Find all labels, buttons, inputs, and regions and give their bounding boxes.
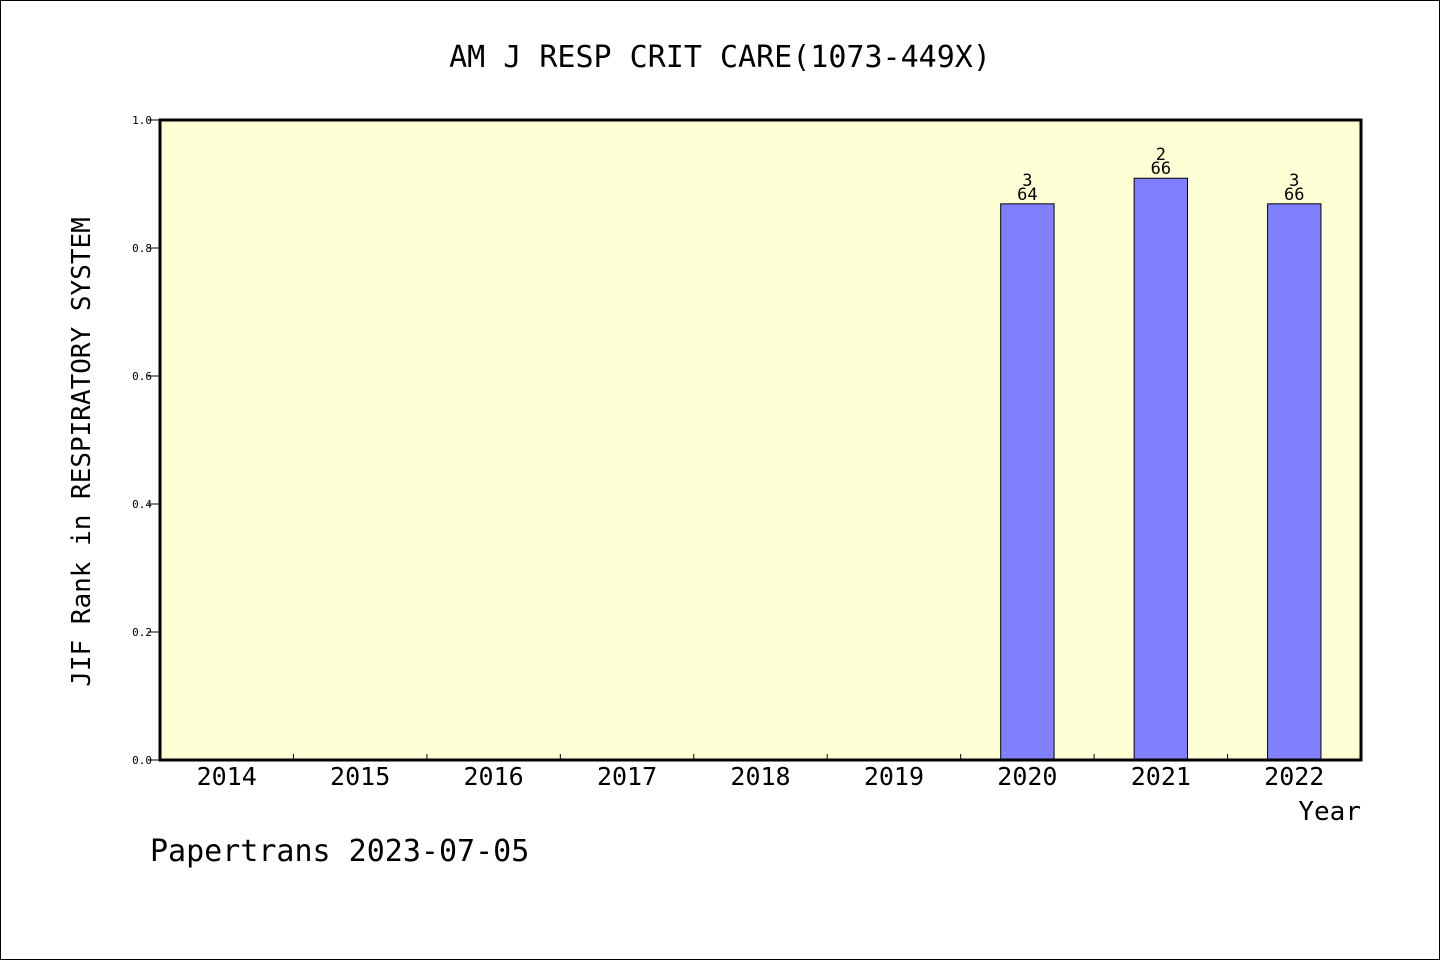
bar-rank-label-2020: 3	[1022, 171, 1032, 191]
y-tick-label-2: 0.4	[132, 498, 152, 511]
x-tick-label-2021: 2021	[1131, 762, 1191, 791]
x-tick-label-2017: 2017	[597, 762, 657, 791]
plot-border	[158, 118, 1363, 762]
y-axis-label: JIF Rank in RESPIRATORY SYSTEM	[67, 217, 97, 687]
bar-2022	[1267, 203, 1322, 761]
y-tick-label-3: 0.6	[132, 370, 152, 383]
footer-credit: Papertrans 2023-07-05	[150, 834, 530, 869]
x-tick-label-2018: 2018	[730, 762, 790, 791]
x-tick-label-2015: 2015	[330, 762, 390, 791]
bar-rank-label-2021: 2	[1156, 145, 1166, 165]
x-tick-label-2022: 2022	[1264, 762, 1324, 791]
x-tick-label-2016: 2016	[464, 762, 524, 791]
y-axis: 0.0 0.2 0.4 0.6 0.8 1.0	[132, 114, 160, 767]
x-tick-label-2019: 2019	[864, 762, 924, 791]
x-tick-label-2014: 2014	[197, 762, 257, 791]
bar-rank-label-2022: 3	[1289, 171, 1299, 191]
y-tick-label-1: 0.2	[132, 626, 152, 639]
y-tick-label-4: 0.8	[132, 242, 152, 255]
x-axis: 2014 2015 2016 2017 2018 2019 2020 2021 2022	[197, 754, 1324, 791]
chart-title: AM J RESP CRIT CARE(1073-449X)	[449, 40, 991, 75]
bar-2021	[1133, 177, 1189, 761]
x-axis-label: Year	[1298, 797, 1361, 827]
bar-total-label-2022: 66	[1284, 185, 1304, 205]
y-tick-label-5: 1.0	[132, 114, 152, 127]
bar-2020	[1000, 203, 1055, 761]
bar-total-label-2021: 66	[1151, 159, 1171, 179]
y-tick-label-0: 0.0	[132, 754, 152, 767]
x-tick-label-2020: 2020	[997, 762, 1057, 791]
bar-total-label-2020: 64	[1017, 185, 1037, 205]
